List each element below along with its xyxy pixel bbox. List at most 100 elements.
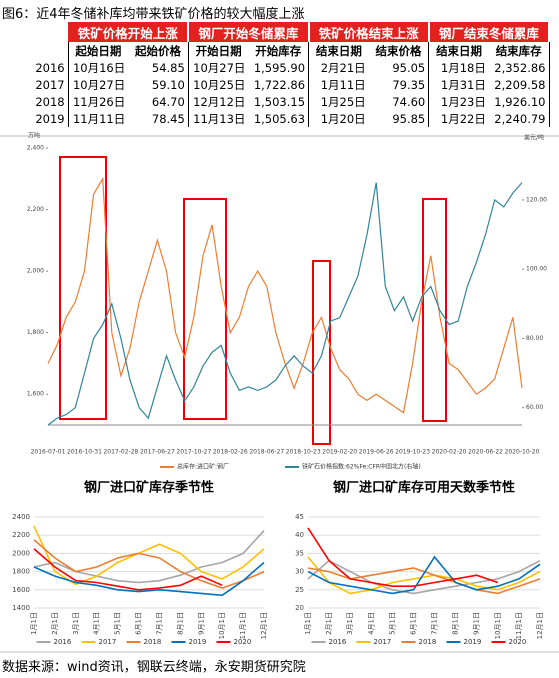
table-cell: 79.35 bbox=[368, 76, 430, 93]
x-tick-label: 2018-06-27 bbox=[249, 449, 284, 456]
subheader-row: 起始日期 起始价格 开始日期 开始库存 结束日期 结束价格 结束日期 结束库存 bbox=[8, 42, 550, 59]
x-tick-label: 1月1日 bbox=[30, 612, 38, 635]
series-line bbox=[307, 527, 499, 587]
table-cell: 64.70 bbox=[128, 93, 189, 110]
x-tick-label: 7月1日 bbox=[155, 612, 163, 635]
page-title: 图6：近4年冬储补库均带来铁矿价格的较大幅度上涨 bbox=[2, 7, 305, 22]
table-cell: 11月26日 bbox=[72, 94, 126, 109]
table-cell: 2019 bbox=[8, 110, 69, 127]
table-cell: 10月27日 bbox=[72, 77, 126, 92]
y2-tick-label: 120.00 bbox=[526, 196, 547, 203]
x-tick-label: 3月1日 bbox=[72, 612, 80, 635]
table-cell: 1月22日 bbox=[440, 111, 486, 126]
table-cell: 78.45 bbox=[128, 110, 189, 127]
table-cell: 54.85 bbox=[128, 59, 189, 76]
x-tick-label: 2019-06-26 bbox=[359, 449, 394, 456]
y-tick-label: 1800 bbox=[12, 568, 30, 576]
table-cell: 1月11日 bbox=[320, 77, 366, 92]
legend-label: 2019 bbox=[189, 638, 207, 646]
x-tick-label: 2017-10-27 bbox=[176, 449, 211, 456]
table-cell: 11月11日 bbox=[72, 111, 126, 126]
x-tick-label: 4月1日 bbox=[367, 612, 375, 635]
table-cell: 1,505.63 bbox=[248, 110, 310, 127]
series-line bbox=[47, 182, 523, 426]
legend-label: 2020 bbox=[509, 638, 527, 646]
subheader: 起始日期 bbox=[75, 43, 122, 58]
table-cell: 1月18日 bbox=[440, 60, 486, 75]
legend-label: 2016 bbox=[329, 638, 347, 646]
data-table: 铁矿价格开始上涨 钢厂开始冬储累库 铁矿价格结束上涨 钢厂结束冬储累库 起始日期 起始价格… bbox=[8, 22, 551, 127]
y2-axis-label: 美元/吨 bbox=[524, 134, 544, 142]
y2-tick-label: 100.00 bbox=[526, 266, 547, 273]
y2-tick-label: 60.00 bbox=[526, 404, 543, 411]
x-tick-label: 5月1日 bbox=[388, 612, 396, 635]
highlight-boxes bbox=[59, 156, 447, 445]
x-tick-label: 8月1日 bbox=[176, 612, 184, 635]
series-line bbox=[33, 539, 265, 589]
subheader: 结束日期 bbox=[436, 43, 483, 58]
series-line bbox=[47, 176, 523, 414]
x-tick-label: 2020-02-20 bbox=[432, 449, 467, 456]
table-cell: 1,595.90 bbox=[248, 59, 310, 76]
table-row: 2019 11月11日 78.45 11月13日 1,505.63 1月20日 95.85 1… bbox=[8, 110, 550, 127]
x-tick-label: 12月1日 bbox=[260, 612, 268, 639]
x-tick-label: 2016-07-01 bbox=[31, 449, 66, 456]
y-tick-label: 35 bbox=[295, 549, 304, 557]
y2-tick-label: 80.00 bbox=[526, 335, 543, 342]
table-cell: 1,503.15 bbox=[248, 93, 310, 110]
table-row: 2018 11月26日 64.70 12月12日 1,503.15 1月25日 74.60 1… bbox=[8, 93, 550, 110]
x-tick-label: 2019-10-23 bbox=[395, 449, 430, 456]
table-cell: 1月23日 bbox=[440, 94, 486, 109]
subheader: 结束价格 bbox=[368, 42, 430, 59]
x-tick-label: 2020-10-20 bbox=[505, 449, 540, 456]
y-tick-label: 30 bbox=[295, 568, 304, 576]
table-row: 2016 10月16日 54.85 10月27日 1,595.90 2月21日 95.05 1… bbox=[8, 59, 550, 76]
x-tick-label: 6月1日 bbox=[135, 612, 143, 635]
legend-label: 2017 bbox=[374, 638, 392, 646]
y-tick-label: 1,800 bbox=[27, 329, 44, 336]
legend-label: 2018 bbox=[144, 638, 162, 646]
table-cell: 2,240.79 bbox=[488, 110, 550, 127]
x-tick-label: 4月1日 bbox=[93, 612, 101, 635]
series-line bbox=[307, 567, 541, 595]
series-line bbox=[307, 559, 541, 595]
y-tick-label: 20 bbox=[295, 604, 304, 612]
table-cell: 2,352.86 bbox=[488, 59, 550, 76]
table-cell: 2016 bbox=[8, 59, 69, 76]
series-line bbox=[33, 548, 223, 591]
subheader: 结束库存 bbox=[488, 42, 550, 59]
x-tick-label: 10月1日 bbox=[494, 612, 502, 639]
chart-title: 钢厂进口矿库存季节性 bbox=[84, 480, 214, 496]
series-line bbox=[33, 561, 265, 597]
y-tick-label: 2400 bbox=[12, 513, 30, 521]
table-cell: 12月12日 bbox=[193, 94, 246, 109]
highlight-box bbox=[59, 156, 107, 420]
y-tick-label: 40 bbox=[295, 531, 304, 539]
table-cell: 1,722.86 bbox=[248, 76, 310, 93]
subheader: 结束日期 bbox=[315, 43, 362, 58]
series-line bbox=[307, 555, 541, 595]
y-tick-label: 25 bbox=[295, 586, 304, 594]
x-tick-label: 6月1日 bbox=[409, 612, 417, 635]
y-tick-label: 2200 bbox=[12, 531, 30, 539]
legend-label: 2019 bbox=[464, 638, 482, 646]
x-tick-label: 3月1日 bbox=[346, 612, 354, 635]
x-tick-label: 10月1日 bbox=[218, 612, 226, 639]
y-tick-label: 2,200 bbox=[27, 206, 44, 213]
table-cell: 2017 bbox=[8, 76, 69, 93]
table-cell: 2月21日 bbox=[320, 60, 366, 75]
series-line bbox=[307, 556, 541, 595]
table-cell: 1月25日 bbox=[320, 94, 366, 109]
table-cell: 2,209.58 bbox=[488, 76, 550, 93]
table-cell: 10月25日 bbox=[193, 77, 246, 92]
y-tick-label: 1600 bbox=[12, 586, 30, 594]
chart-title: 钢厂进口矿库存可用天数季节性 bbox=[333, 480, 515, 496]
group-header: 铁矿价格结束上涨 bbox=[308, 22, 430, 42]
table-cell: 1月20日 bbox=[320, 111, 366, 126]
y-tick-label: 2,400 bbox=[27, 145, 44, 152]
x-tick-label: 7月1日 bbox=[431, 612, 439, 635]
highlight-box bbox=[183, 198, 227, 420]
corner-cell bbox=[8, 22, 69, 42]
